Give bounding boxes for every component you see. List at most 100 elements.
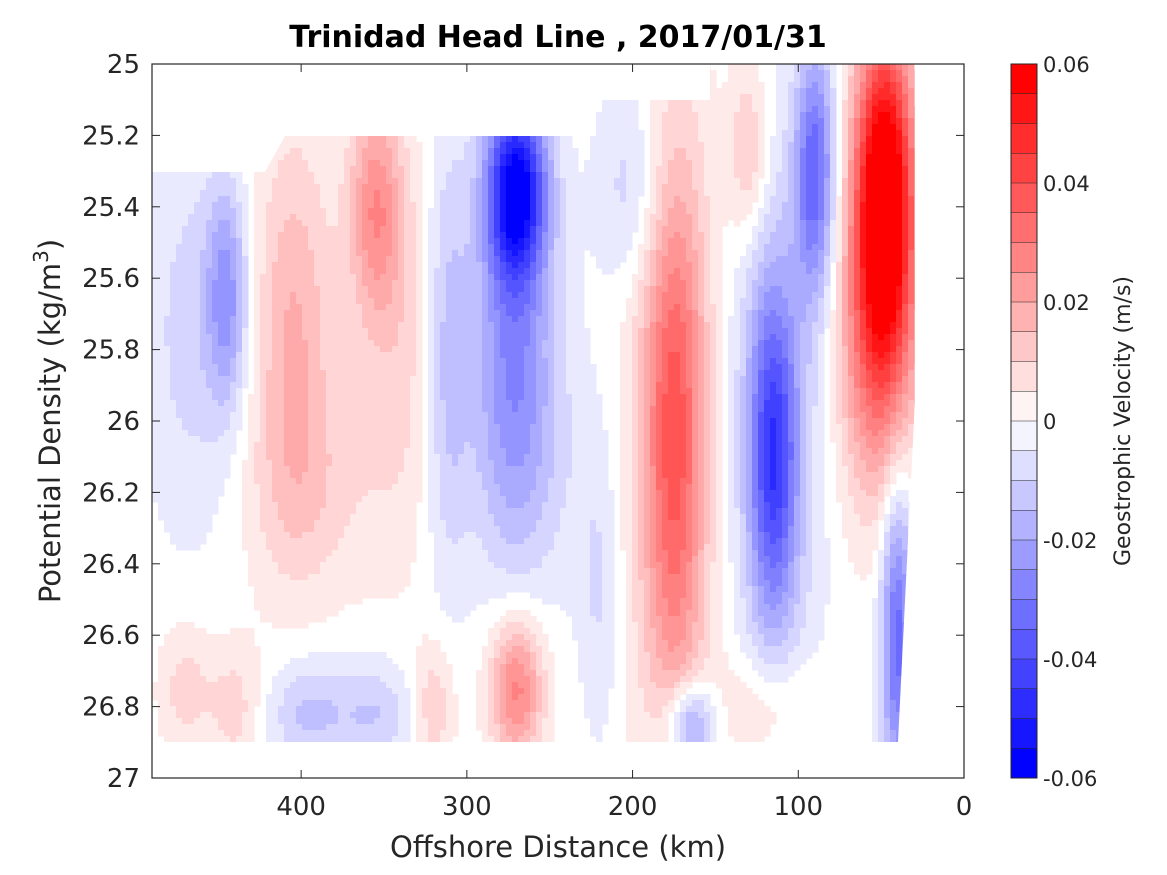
field-cell <box>854 136 861 143</box>
field-cell <box>176 292 183 299</box>
field-cell <box>770 178 777 185</box>
field-cell <box>878 148 885 155</box>
field-cell <box>782 154 789 161</box>
field-cell <box>554 136 561 143</box>
field-cell <box>200 202 207 209</box>
field-cell <box>182 292 189 299</box>
field-cell <box>638 304 645 311</box>
field-cell <box>404 220 411 227</box>
field-cell <box>266 232 273 239</box>
field-cell <box>530 304 537 311</box>
field-cell <box>842 262 849 269</box>
field-cell <box>170 292 177 299</box>
field-cell <box>602 124 609 131</box>
field-cell <box>908 298 915 305</box>
field-cell <box>452 286 459 293</box>
field-cell <box>260 274 267 281</box>
field-cell <box>200 244 207 251</box>
field-cell <box>530 166 537 173</box>
field-cell <box>356 232 363 239</box>
field-cell <box>866 136 873 143</box>
field-cell <box>326 292 333 299</box>
field-cell <box>464 280 471 287</box>
field-cell <box>200 184 207 191</box>
field-cell <box>854 232 861 239</box>
field-cell <box>386 322 393 329</box>
field-cell <box>494 292 501 299</box>
field-cell <box>530 238 537 245</box>
field-cell <box>206 268 213 275</box>
field-cell <box>428 214 435 221</box>
field-cell <box>476 190 483 197</box>
field-cell <box>860 262 867 269</box>
field-cell <box>212 184 219 191</box>
field-cell <box>686 136 693 143</box>
field-cell <box>818 220 825 227</box>
field-cell <box>314 292 321 299</box>
field-cell <box>284 280 291 287</box>
field-cell <box>350 160 357 167</box>
field-cell <box>278 292 285 299</box>
field-cell <box>896 316 903 323</box>
field-cell <box>752 262 759 269</box>
field-cell <box>662 148 669 155</box>
field-cell <box>632 202 639 209</box>
field-cell <box>830 256 837 263</box>
field-cell <box>740 160 747 167</box>
field-cell <box>512 244 519 251</box>
field-cell <box>428 256 435 263</box>
field-cell <box>470 220 477 227</box>
field-cell <box>824 280 831 287</box>
field-cell <box>362 298 369 305</box>
field-cell <box>854 166 861 173</box>
field-cell <box>410 232 417 239</box>
field-cell <box>326 220 333 227</box>
field-cell <box>404 232 411 239</box>
field-cell <box>392 190 399 197</box>
field-cell <box>260 322 267 329</box>
field-cell <box>800 226 807 233</box>
field-cell <box>380 202 387 209</box>
field-cell <box>620 220 627 227</box>
field-cell <box>878 250 885 257</box>
field-cell <box>662 184 669 191</box>
field-cell <box>866 238 873 245</box>
field-cell <box>698 208 705 215</box>
field-cell <box>224 184 231 191</box>
field-cell <box>764 280 771 287</box>
field-cell <box>254 184 261 191</box>
field-cell <box>650 172 657 179</box>
field-cell <box>680 298 687 305</box>
field-cell <box>542 166 549 173</box>
field-cell <box>908 286 915 293</box>
field-cell <box>332 232 339 239</box>
field-cell <box>158 214 165 221</box>
field-cell <box>362 220 369 227</box>
field-cell <box>716 202 723 209</box>
field-cell <box>830 118 837 125</box>
field-cell <box>686 292 693 299</box>
field-cell <box>782 280 789 287</box>
field-cell <box>188 304 195 311</box>
field-cell <box>518 238 525 245</box>
field-cell <box>632 178 639 185</box>
field-cell <box>272 154 279 161</box>
field-cell <box>362 310 369 317</box>
field-cell <box>344 262 351 269</box>
field-cell <box>356 136 363 143</box>
field-cell <box>776 178 783 185</box>
field-cell <box>632 190 639 197</box>
field-cell <box>230 262 237 269</box>
field-cell <box>314 148 321 155</box>
field-cell <box>452 142 459 149</box>
field-cell <box>614 148 621 155</box>
field-cell <box>302 232 309 239</box>
field-cell <box>524 238 531 245</box>
field-cell <box>314 220 321 227</box>
field-cell <box>644 226 651 233</box>
field-cell <box>686 160 693 167</box>
field-cell <box>590 238 597 245</box>
field-cell <box>260 196 267 203</box>
field-cell <box>440 280 447 287</box>
field-cell <box>392 136 399 143</box>
